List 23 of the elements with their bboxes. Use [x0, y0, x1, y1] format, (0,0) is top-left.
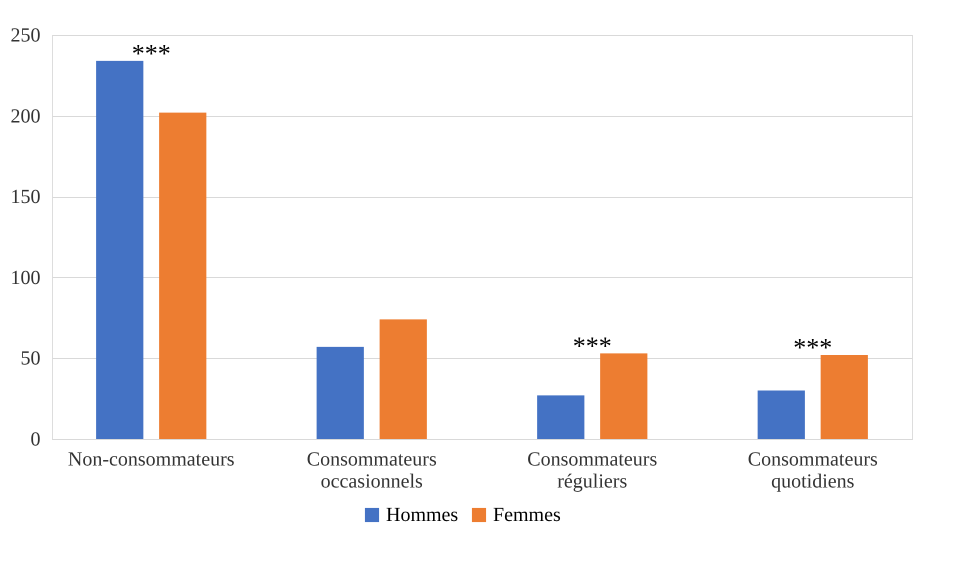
bar [600, 353, 648, 439]
y-tick-label: 150 [10, 186, 40, 208]
y-tick-label: 200 [10, 105, 40, 128]
y-tick-label: 0 [30, 428, 40, 450]
x-tick-label: Consommateurs occasionnels [306, 448, 437, 492]
annotation: *** [572, 331, 612, 360]
x-tick-label: Non-consommateurs [68, 448, 235, 470]
bar [758, 390, 805, 439]
bar [820, 354, 868, 439]
y-tick-label: 100 [10, 266, 40, 289]
legend-label: Hommes [386, 504, 458, 526]
x-tick-label: Consommateurs quotidiens [748, 448, 878, 492]
x-tick-label: Consommateurs réguliers [527, 448, 658, 492]
y-tick-label: 250 [10, 24, 40, 46]
annotation: *** [793, 332, 832, 362]
bar [537, 395, 584, 439]
y-tick-label: 50 [20, 348, 40, 370]
bar [159, 112, 206, 439]
annotation: *** [132, 38, 171, 68]
bar [96, 60, 144, 439]
bar [316, 346, 364, 439]
bar [380, 319, 427, 439]
legend-label: Femmes [493, 504, 561, 526]
